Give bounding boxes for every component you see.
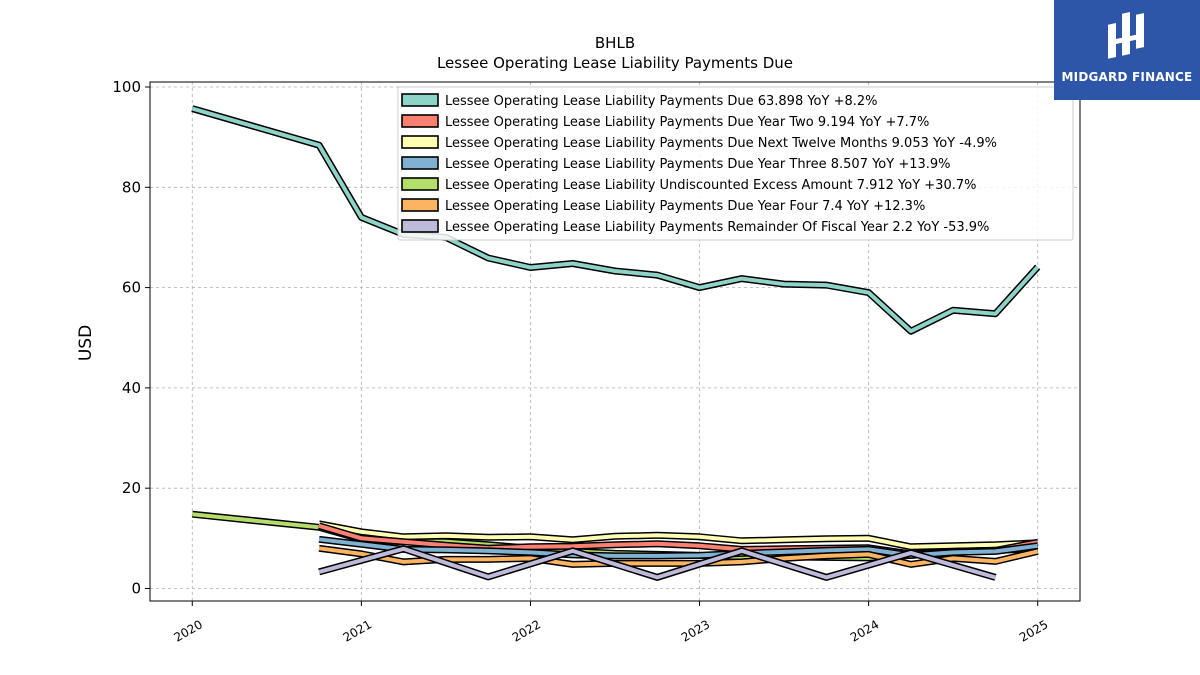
legend-label: Lessee Operating Lease Liability Payment… — [445, 94, 878, 109]
legend-swatch — [401, 135, 439, 149]
legend-label: Lessee Operating Lease Liability Payment… — [445, 199, 925, 214]
legend-label: Lessee Operating Lease Liability Undisco… — [445, 178, 976, 193]
y-tick-label: 100 — [112, 78, 141, 96]
legend-swatch — [401, 198, 439, 212]
legend-box — [397, 86, 1074, 241]
legend: Lessee Operating Lease Liability Payment… — [397, 86, 1074, 241]
x-tick-label: 2023 — [679, 617, 712, 644]
legend-label: Lessee Operating Lease Liability Payment… — [445, 220, 989, 235]
y-axis-label: USD — [76, 325, 96, 361]
legend-swatch — [401, 114, 439, 128]
legend-label: Lessee Operating Lease Liability Payment… — [445, 136, 997, 151]
legend-label: Lessee Operating Lease Liability Payment… — [445, 115, 929, 130]
brand-logo: MIDGARD FINANCE — [1054, 0, 1200, 100]
x-tick-label: 2021 — [341, 617, 374, 644]
midgard-logo-icon — [1108, 12, 1144, 59]
legend-swatch — [401, 156, 439, 170]
series-line — [318, 546, 997, 580]
y-tick-label: 80 — [122, 178, 141, 196]
legend-swatch — [401, 93, 439, 107]
legend-label: Lessee Operating Lease Liability Payment… — [445, 157, 951, 172]
legend-swatch — [401, 219, 439, 233]
y-tick-label: 20 — [122, 479, 141, 497]
plot-frame — [149, 81, 1081, 602]
brand-name: MIDGARD FINANCE — [1061, 70, 1193, 84]
y-tick-label: 60 — [122, 279, 141, 297]
legend-swatch — [401, 177, 439, 191]
x-tick-label: 2020 — [172, 617, 205, 644]
y-tick-label: 0 — [131, 579, 141, 597]
x-tick-label: 2025 — [1017, 617, 1050, 644]
series-line — [318, 521, 1038, 549]
y-tick-label: 40 — [122, 379, 141, 397]
x-tick-label: 2022 — [510, 617, 543, 644]
x-tick-label: 2024 — [848, 617, 881, 644]
chart-subtitle: Lessee Operating Lease Liability Payment… — [437, 54, 793, 72]
chart-title: BHLB — [595, 34, 635, 52]
